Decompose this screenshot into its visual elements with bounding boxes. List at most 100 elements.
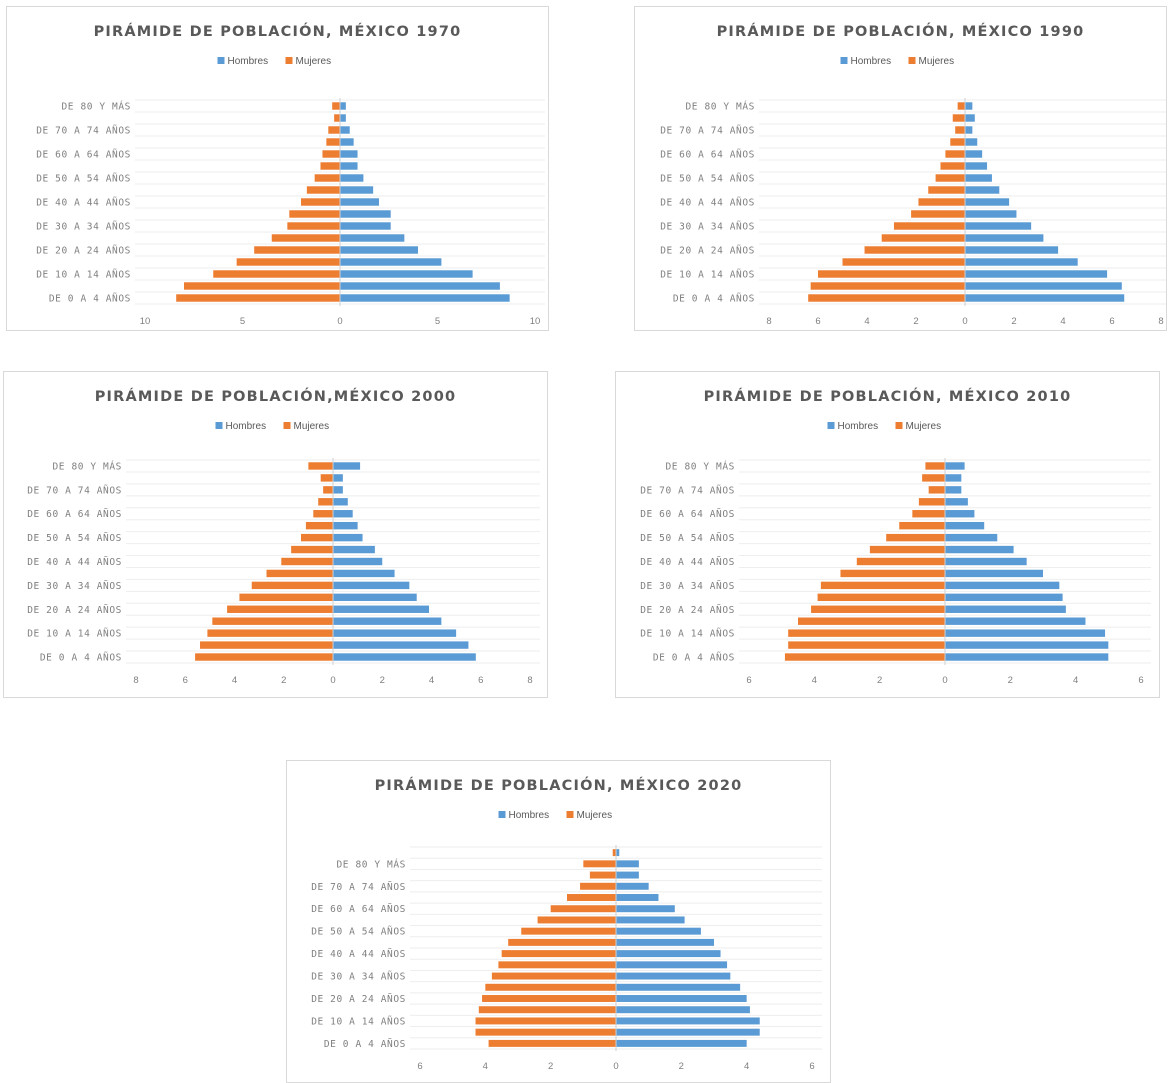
x-tick-label: 4 (864, 316, 869, 327)
bar-hombres-10-14 (340, 270, 473, 278)
bar-mujeres-15-19 (842, 258, 965, 266)
bar-hombres-45-49 (945, 545, 1014, 554)
bar-hombres-5-9 (965, 282, 1122, 290)
bar-mujeres-70-74 (928, 486, 945, 494)
chart-title: PIRÁMIDE DE POBLACIÓN, MÉXICO 1990 (717, 22, 1085, 40)
x-tick-label: 2 (548, 1061, 553, 1072)
bar-hombres-55-59 (333, 521, 358, 530)
bar-mujeres-65-69 (918, 498, 945, 506)
legend-swatch-hombres (840, 57, 848, 64)
age-label: DE 60 A 64 AÑOS (27, 509, 122, 520)
bar-mujeres-30-34 (251, 581, 333, 590)
bar-hombres-80+ (965, 102, 973, 110)
bar-mujeres-15-19 (798, 617, 945, 625)
x-tick-label: 6 (746, 675, 751, 686)
bar-hombres-10-14 (616, 1017, 760, 1025)
x-tick-label: 6 (183, 675, 188, 686)
bar-mujeres-55-59 (305, 521, 333, 530)
bar-hombres-70-74 (616, 882, 649, 890)
x-tick-label: 5 (240, 316, 245, 327)
bar-hombres-25-29 (616, 983, 741, 991)
bar-hombres-60-64 (616, 905, 675, 913)
bar-hombres-10-14 (945, 629, 1106, 637)
bar-mujeres-65-69 (567, 894, 616, 901)
bar-mujeres-35-39 (266, 569, 333, 578)
age-label: DE 50 A 54 AÑOS (36, 174, 131, 185)
legend-label-hombres: Hombres (226, 421, 267, 432)
bar-mujeres-45-49 (508, 938, 616, 946)
bar-mujeres-40-44 (856, 557, 945, 566)
bar-hombres-0-4 (340, 294, 510, 302)
bar-mujeres-45-49 (869, 545, 945, 554)
bar-hombres-35-39 (945, 569, 1043, 578)
age-label: DE 40 A 44 AÑOS (311, 949, 406, 960)
legend-label-hombres: Hombres (228, 56, 269, 67)
bar-mujeres-35-39 (289, 210, 340, 218)
age-label: DE 50 A 54 AÑOS (311, 927, 406, 938)
bar-mujeres-50-54 (521, 927, 616, 935)
bar-mujeres-15-19 (478, 1006, 616, 1014)
age-label: DE 0 A 4 AÑOS (324, 1039, 406, 1050)
chart-legend: Hombres Mujeres (498, 810, 612, 821)
bar-mujeres-25-29 (881, 234, 965, 242)
age-label: DE 10 A 14 AÑOS (36, 270, 131, 281)
bar-hombres-20-24 (616, 995, 747, 1002)
age-label: DE 80 Y MÁS (61, 101, 131, 113)
bars (475, 849, 760, 1047)
age-label: DE 10 A 14 AÑOS (640, 629, 735, 640)
bar-hombres-70-74 (945, 486, 962, 494)
bar-mujeres-10-14 (213, 270, 340, 278)
bar-mujeres-0-4 (808, 294, 965, 302)
age-label: DE 0 A 4 AÑOS (49, 294, 131, 305)
x-tick-label: 6 (417, 1061, 422, 1072)
bar-mujeres-30-34 (820, 581, 945, 590)
x-axis-ticks: 8 6 4 2 0 2 4 6 8 (133, 675, 532, 686)
chart-title: PIRÁMIDE DE POBLACIÓN, MÉXICO 1970 (94, 22, 462, 40)
bar-mujeres-55-59 (940, 162, 965, 170)
age-label: DE 70 A 74 AÑOS (311, 882, 406, 893)
age-label: DE 70 A 74 AÑOS (640, 485, 735, 496)
bar-mujeres-20-24 (482, 995, 616, 1002)
legend-label-hombres: Hombres (838, 421, 879, 432)
bar-hombres-0-4 (616, 1039, 747, 1047)
bar-mujeres-75-79 (589, 871, 616, 879)
x-tick-label: 0 (337, 316, 342, 327)
bar-mujeres-75-79 (320, 474, 333, 482)
bar-mujeres-75-79 (952, 114, 965, 122)
x-axis-ticks: 8 6 4 2 0 2 4 6 8 (766, 316, 1163, 327)
bar-hombres-40-44 (333, 557, 383, 566)
age-label: DE 0 A 4 AÑOS (673, 294, 755, 305)
bar-mujeres-40-44 (281, 557, 333, 566)
age-label: DE 40 A 44 AÑOS (36, 198, 131, 209)
bars (195, 462, 476, 661)
age-label: DE 60 A 64 AÑOS (640, 509, 735, 520)
chart-panel-1970: PIRÁMIDE DE POBLACIÓN, MÉXICO 1970 Hombre… (6, 6, 549, 331)
x-tick-label: 0 (962, 316, 967, 327)
age-label: DE 60 A 64 AÑOS (311, 904, 406, 915)
bar-hombres-80+ (945, 462, 965, 470)
x-tick-label: 10 (530, 316, 541, 327)
bar-mujeres-0-4 (488, 1039, 616, 1047)
x-tick-label: 5 (435, 316, 440, 327)
age-label: DE 30 A 34 AÑOS (27, 581, 122, 592)
age-label: DE 60 A 64 AÑOS (660, 150, 755, 161)
bar-hombres-35-39 (616, 961, 728, 969)
bar-hombres-80+ (340, 102, 346, 110)
bar-hombres-25-29 (965, 234, 1044, 242)
bar-mujeres-5-9 (788, 641, 945, 649)
bar-mujeres-60-64 (313, 510, 333, 518)
age-label: DE 50 A 54 AÑOS (640, 533, 735, 544)
age-label: DE 80 Y MÁS (52, 460, 122, 472)
bar-mujeres-10-14 (475, 1017, 616, 1025)
age-label: DE 30 A 34 AÑOS (660, 222, 755, 233)
legend-label-mujeres: Mujeres (906, 421, 942, 432)
x-axis-ticks: 6 4 2 0 2 4 6 (746, 675, 1143, 686)
bar-mujeres-5-9 (200, 641, 333, 649)
bar-hombres-0-4 (945, 653, 1109, 661)
bar-hombres-45-49 (340, 186, 374, 194)
x-tick-label: 8 (527, 675, 532, 686)
age-label: DE 10 A 14 AÑOS (27, 629, 122, 640)
x-tick-label: 8 (1158, 316, 1163, 327)
bar-hombres-55-59 (340, 162, 358, 170)
bar-hombres-65-69 (945, 498, 968, 506)
